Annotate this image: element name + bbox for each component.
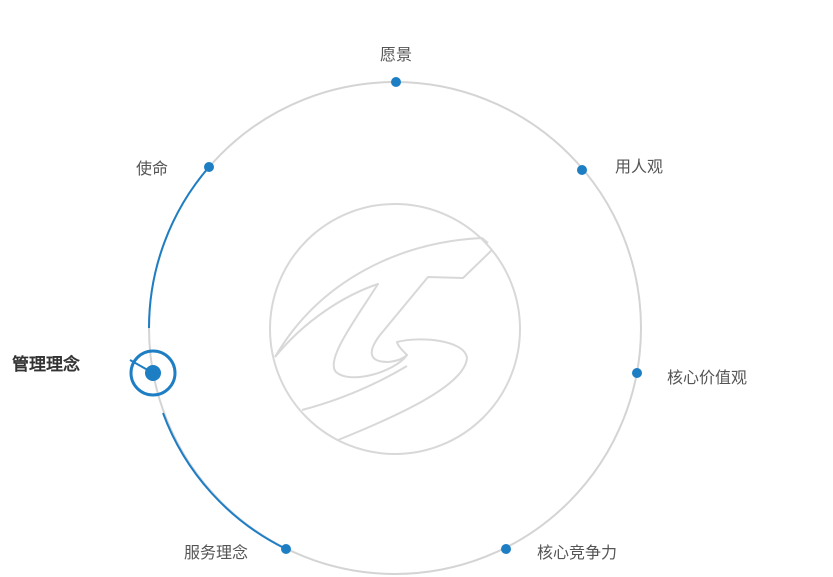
node-label[interactable]: 愿景 — [379, 45, 413, 64]
ring — [148, 81, 642, 575]
active-connector — [80, 359, 154, 374]
node-dot[interactable] — [204, 162, 214, 172]
node-dot[interactable] — [501, 544, 511, 554]
node-dot[interactable] — [577, 165, 587, 175]
node-label[interactable]: 用人观 — [615, 157, 664, 176]
progress-arc-upper — [148, 166, 210, 329]
node-dot[interactable] — [145, 365, 161, 381]
node-label[interactable]: 管理理念 — [12, 355, 80, 375]
node-label[interactable]: 服务理念 — [183, 543, 248, 562]
node-dot[interactable] — [391, 77, 401, 87]
node-label[interactable]: 核心价值观 — [667, 368, 748, 387]
progress-arc-lower — [162, 412, 287, 550]
node-dot[interactable] — [281, 544, 291, 554]
active-node-ring — [129, 349, 177, 397]
node-dot[interactable] — [632, 368, 642, 378]
node-label[interactable]: 使命 — [135, 159, 168, 178]
company-logo-icon — [269, 203, 521, 455]
node-label[interactable]: 核心竞争力 — [537, 543, 618, 562]
